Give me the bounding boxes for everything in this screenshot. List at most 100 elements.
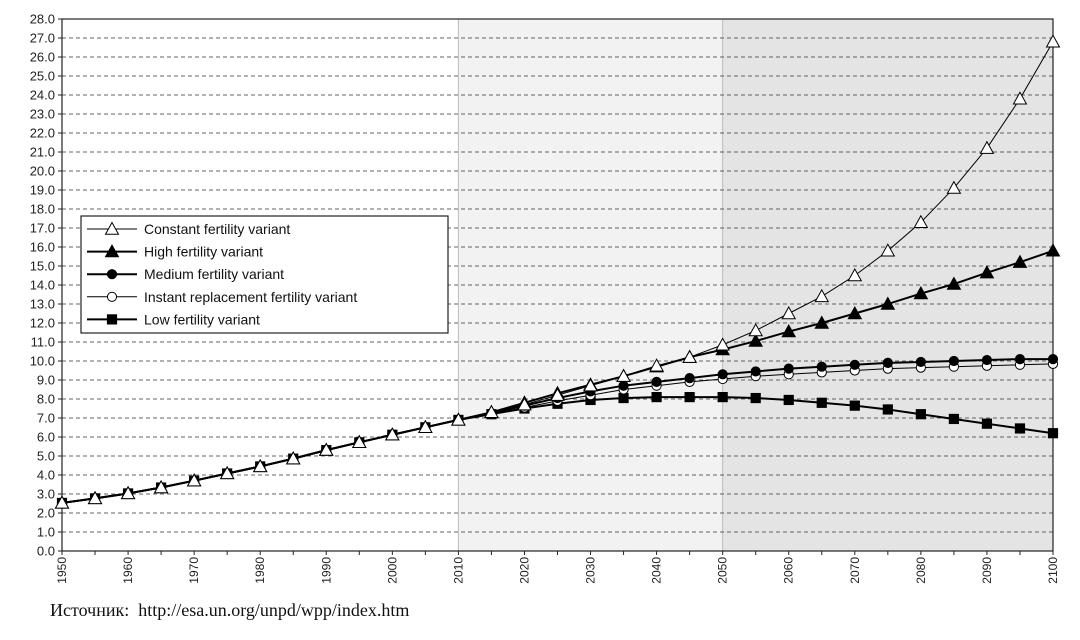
data-point <box>814 315 830 329</box>
x-tick-label: 2010 <box>451 557 465 584</box>
data-point <box>981 354 993 366</box>
data-point <box>750 366 761 377</box>
y-tick-label: 5.0 <box>37 449 55 464</box>
data-point <box>418 419 433 434</box>
data-point <box>882 357 893 368</box>
data-point <box>285 451 301 465</box>
y-tick-label: 16.0 <box>30 240 55 255</box>
legend-marker <box>106 314 118 325</box>
y-tick-label: 11.0 <box>31 335 55 350</box>
data-point <box>781 305 797 320</box>
data-point <box>715 337 731 351</box>
data-point <box>1014 423 1026 434</box>
data-point <box>651 392 662 403</box>
data-point <box>517 397 532 411</box>
data-point <box>717 392 728 403</box>
data-point <box>946 180 962 194</box>
y-tick-label: 3.0 <box>37 487 55 502</box>
legend-label: Medium fertility variant <box>144 266 284 282</box>
data-point <box>484 404 499 418</box>
legend-label: Low fertility variant <box>144 311 260 327</box>
source-url[interactable]: http://esa.un.org/unpd/wpp/index.htm <box>138 600 410 620</box>
data-point <box>1045 243 1061 257</box>
x-tick-label: 2070 <box>848 557 862 584</box>
x-tick-label: 1960 <box>121 557 135 584</box>
y-tick-label: 1.0 <box>37 525 55 540</box>
data-point <box>816 361 827 372</box>
legend-marker <box>104 244 120 258</box>
source-label: Источник: <box>50 600 130 620</box>
y-tick-label: 21.0 <box>30 145 55 160</box>
data-point <box>1047 354 1059 365</box>
legend-box <box>80 215 449 334</box>
data-point <box>219 465 235 480</box>
legend: Constant fertility variant High fertility… <box>80 215 449 334</box>
y-tick-label: 27.0 <box>30 31 55 46</box>
y-tick-label: 8.0 <box>37 392 55 407</box>
legend-marker <box>106 291 118 302</box>
data-point <box>54 495 70 509</box>
y-tick-label: 10.0 <box>30 354 55 369</box>
data-point <box>682 349 697 363</box>
x-tick-label: 1970 <box>187 557 201 584</box>
legend-label: High fertility variant <box>144 244 263 260</box>
x-tick-label: 2040 <box>650 557 664 584</box>
y-tick-label: 26.0 <box>30 50 55 65</box>
y-tick-label: 13.0 <box>30 297 55 312</box>
x-tick-label: 1980 <box>253 557 267 584</box>
data-point <box>849 359 860 370</box>
y-tick-label: 23.0 <box>30 107 55 122</box>
population-chart: 0.0 1.0 2.0 3.0 4.0 5.0 6.0 7.0 8.0 9.0 10.0 11.0 12… <box>30 12 1061 584</box>
data-point <box>882 404 893 415</box>
data-point <box>87 490 103 505</box>
data-point <box>651 376 662 387</box>
data-point <box>783 363 794 374</box>
data-point <box>915 409 926 420</box>
data-point <box>1012 254 1028 268</box>
y-tick-label: 4.0 <box>37 468 55 483</box>
series-markers <box>54 34 1061 509</box>
y-tick-label: 0.0 <box>37 544 55 559</box>
data-point <box>913 214 929 228</box>
data-point <box>616 368 631 382</box>
data-point <box>318 442 334 456</box>
data-point <box>384 427 400 441</box>
data-point <box>781 324 797 338</box>
x-tick-label: 1990 <box>319 557 333 584</box>
y-tick-label: 25.0 <box>30 69 55 84</box>
data-point <box>948 355 960 367</box>
data-point <box>814 288 830 303</box>
data-point <box>913 286 929 300</box>
data-point <box>880 296 896 310</box>
data-point <box>684 392 695 403</box>
y-tick-label: 20.0 <box>30 164 55 179</box>
plot-frame <box>61 18 1054 552</box>
data-point <box>816 397 827 408</box>
series-lines <box>54 34 1061 509</box>
y-tick-label: 12.0 <box>30 316 55 331</box>
data-point <box>153 480 169 494</box>
data-point <box>717 369 728 380</box>
data-point <box>252 458 268 473</box>
y-tick-label: 14.0 <box>30 278 55 293</box>
data-point <box>1012 91 1028 105</box>
data-point <box>748 333 764 347</box>
data-point <box>1047 428 1059 439</box>
data-point <box>1014 354 1026 365</box>
data-point <box>649 358 664 372</box>
y-tick-label: 9.0 <box>37 373 55 388</box>
data-point <box>915 356 926 368</box>
y-tick-label: 24.0 <box>30 88 55 103</box>
y-tick-label: 6.0 <box>37 430 55 445</box>
data-point <box>748 323 764 337</box>
y-tick-label: 28.0 <box>30 12 55 27</box>
legend-marker <box>106 269 118 280</box>
x-tick-label: 1950 <box>55 557 69 584</box>
x-tick-label: 2050 <box>716 557 730 584</box>
data-point <box>684 373 695 384</box>
data-point <box>880 243 896 257</box>
data-point <box>948 413 959 425</box>
data-point <box>583 378 598 392</box>
data-point <box>120 485 136 500</box>
y-tick-label: 7.0 <box>37 411 55 426</box>
